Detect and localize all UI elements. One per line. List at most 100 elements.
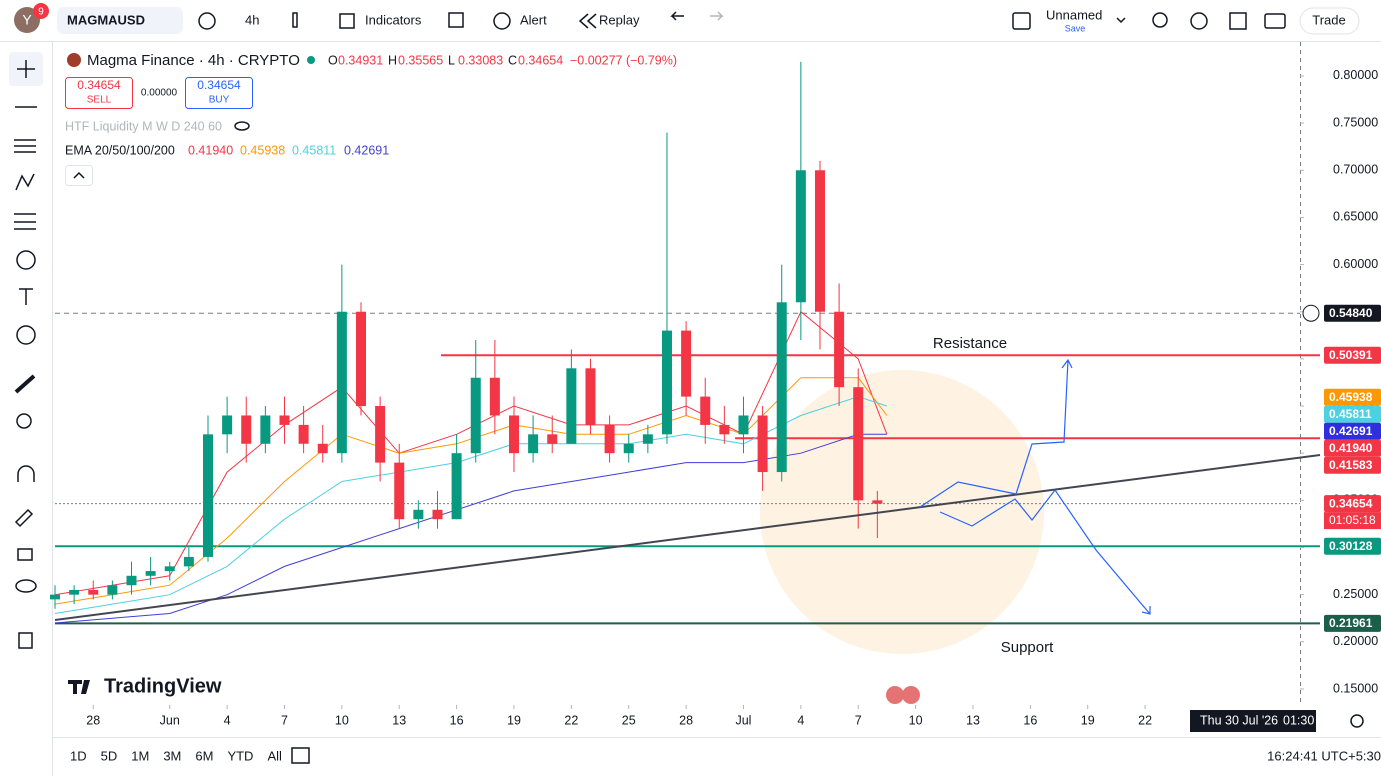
chart-type-icon[interactable] — [292, 12, 298, 28]
candle-body — [50, 594, 60, 600]
candle-body — [241, 415, 252, 444]
tool-icons[interactable] — [14, 106, 37, 230]
price-tag-label: 0.21961 — [1329, 616, 1373, 630]
ruler-tool[interactable] — [14, 374, 36, 394]
cursor-date-box — [1190, 710, 1316, 732]
ohlc-value: 0.35565 — [398, 53, 443, 67]
quick-search[interactable] — [1152, 12, 1168, 28]
y-tick-label: 0.20000 — [1333, 634, 1378, 648]
y-tick-label: 0.75000 — [1333, 115, 1378, 129]
range-button[interactable]: YTD — [227, 748, 253, 763]
candle-body — [317, 443, 328, 454]
alert-button[interactable]: Alert — [520, 12, 547, 27]
axis-settings[interactable] — [1350, 714, 1364, 728]
candle-body — [566, 368, 577, 444]
candle-body — [432, 509, 443, 520]
candle-body — [623, 443, 634, 454]
ema-line — [54, 310, 888, 596]
layout-menu[interactable] — [1116, 17, 1126, 24]
ema-value: 0.45938 — [240, 143, 285, 157]
goto-date[interactable] — [291, 747, 310, 764]
settings[interactable] — [1190, 12, 1208, 30]
hide-tool[interactable] — [15, 579, 37, 593]
candle-body — [738, 415, 749, 435]
buy-price: 0.34654 — [197, 78, 241, 92]
x-tick-label: 7 — [281, 713, 288, 727]
price-tag-label: 0.54840 — [1329, 306, 1373, 320]
collapse-legend[interactable] — [65, 165, 93, 186]
price-tag-label: 0.30128 — [1329, 539, 1373, 553]
price-tag — [1324, 346, 1381, 364]
redo-icon — [710, 11, 724, 21]
event-marker[interactable] — [886, 686, 904, 704]
event-marker[interactable] — [902, 686, 920, 704]
watermark-logo — [68, 680, 90, 694]
indicators-button[interactable]: Indicators — [365, 12, 422, 27]
clock: 16:24:41 UTC+5:30 — [1267, 748, 1381, 763]
price-tag — [1324, 405, 1381, 423]
ohlc-value: 0.34654 — [518, 53, 563, 67]
alert-icon[interactable] — [493, 12, 511, 30]
candle-body — [69, 589, 80, 595]
range-button[interactable]: 6M — [195, 748, 213, 763]
replay-icon[interactable] — [578, 13, 597, 29]
indicators-icon[interactable] — [339, 13, 355, 29]
x-tick-label: 28 — [86, 713, 100, 727]
symbol-search[interactable] — [57, 7, 183, 34]
ohlc-value: 0.33083 — [458, 53, 503, 67]
snapshot[interactable] — [1264, 13, 1286, 29]
range-button[interactable]: All — [267, 748, 282, 763]
zoom-tool[interactable] — [16, 413, 32, 429]
save-status: Save — [1065, 23, 1086, 33]
candle-body — [394, 462, 405, 520]
x-tick-label: 19 — [507, 713, 521, 727]
ema-values: 0.41940 0.45938 0.45811 0.42691 — [188, 143, 389, 157]
templates-icon[interactable] — [448, 12, 464, 28]
layout-icon[interactable] — [1012, 12, 1031, 30]
price-tag-label: 0.45811 — [1329, 407, 1372, 421]
shape-tool[interactable] — [16, 250, 36, 270]
emoji-tool[interactable] — [16, 325, 36, 345]
add-alert[interactable] — [1302, 304, 1320, 322]
magnet-tool[interactable] — [17, 465, 35, 482]
hidden-icon[interactable] — [234, 121, 250, 131]
drawing-mode[interactable] — [14, 508, 34, 528]
lock-tool[interactable] — [17, 548, 33, 561]
ranges: 1D 5D 1M 3M 6M YTD All — [70, 748, 282, 763]
y-tick-label: 0.80000 — [1333, 68, 1378, 82]
symbol-logo — [67, 53, 81, 67]
candle-body — [470, 377, 481, 454]
delete-tool[interactable] — [18, 632, 33, 649]
price-tag — [1324, 388, 1381, 406]
candle-body — [700, 396, 711, 425]
y-tick-label: 0.65000 — [1333, 210, 1378, 224]
candle-body — [336, 311, 347, 454]
x-tick-label: 16 — [1023, 713, 1037, 727]
fullscreen[interactable] — [1229, 12, 1247, 30]
text-tool[interactable] — [19, 288, 33, 305]
cursor-time: 01:30 — [1283, 713, 1314, 727]
range-button[interactable]: 1D — [70, 748, 87, 763]
candle-body — [604, 424, 615, 454]
price-tag — [1324, 495, 1381, 513]
trade-button[interactable] — [1299, 7, 1360, 35]
range-button[interactable]: 1M — [131, 748, 149, 763]
layout-name[interactable]: Unnamed — [1046, 7, 1102, 22]
add-symbol-icon[interactable] — [198, 12, 216, 30]
buy-button[interactable] — [185, 77, 253, 109]
trade-label: Trade — [1312, 12, 1345, 27]
price-tag-label: 0.50391 — [1329, 348, 1373, 362]
price-tag-label: 0.41940 — [1329, 441, 1373, 455]
ohlc-value: 0.34931 — [338, 53, 383, 67]
sell-button[interactable] — [65, 77, 133, 109]
replay-button[interactable]: Replay — [599, 12, 640, 27]
candle-body — [88, 589, 99, 595]
watermark: TradingView — [104, 675, 222, 697]
plot — [50, 61, 1320, 625]
undo-icon[interactable] — [670, 11, 684, 21]
range-button[interactable]: 3M — [163, 748, 181, 763]
range-button[interactable]: 5D — [101, 748, 118, 763]
interval[interactable]: 4h — [245, 12, 259, 27]
market-status — [307, 56, 315, 64]
